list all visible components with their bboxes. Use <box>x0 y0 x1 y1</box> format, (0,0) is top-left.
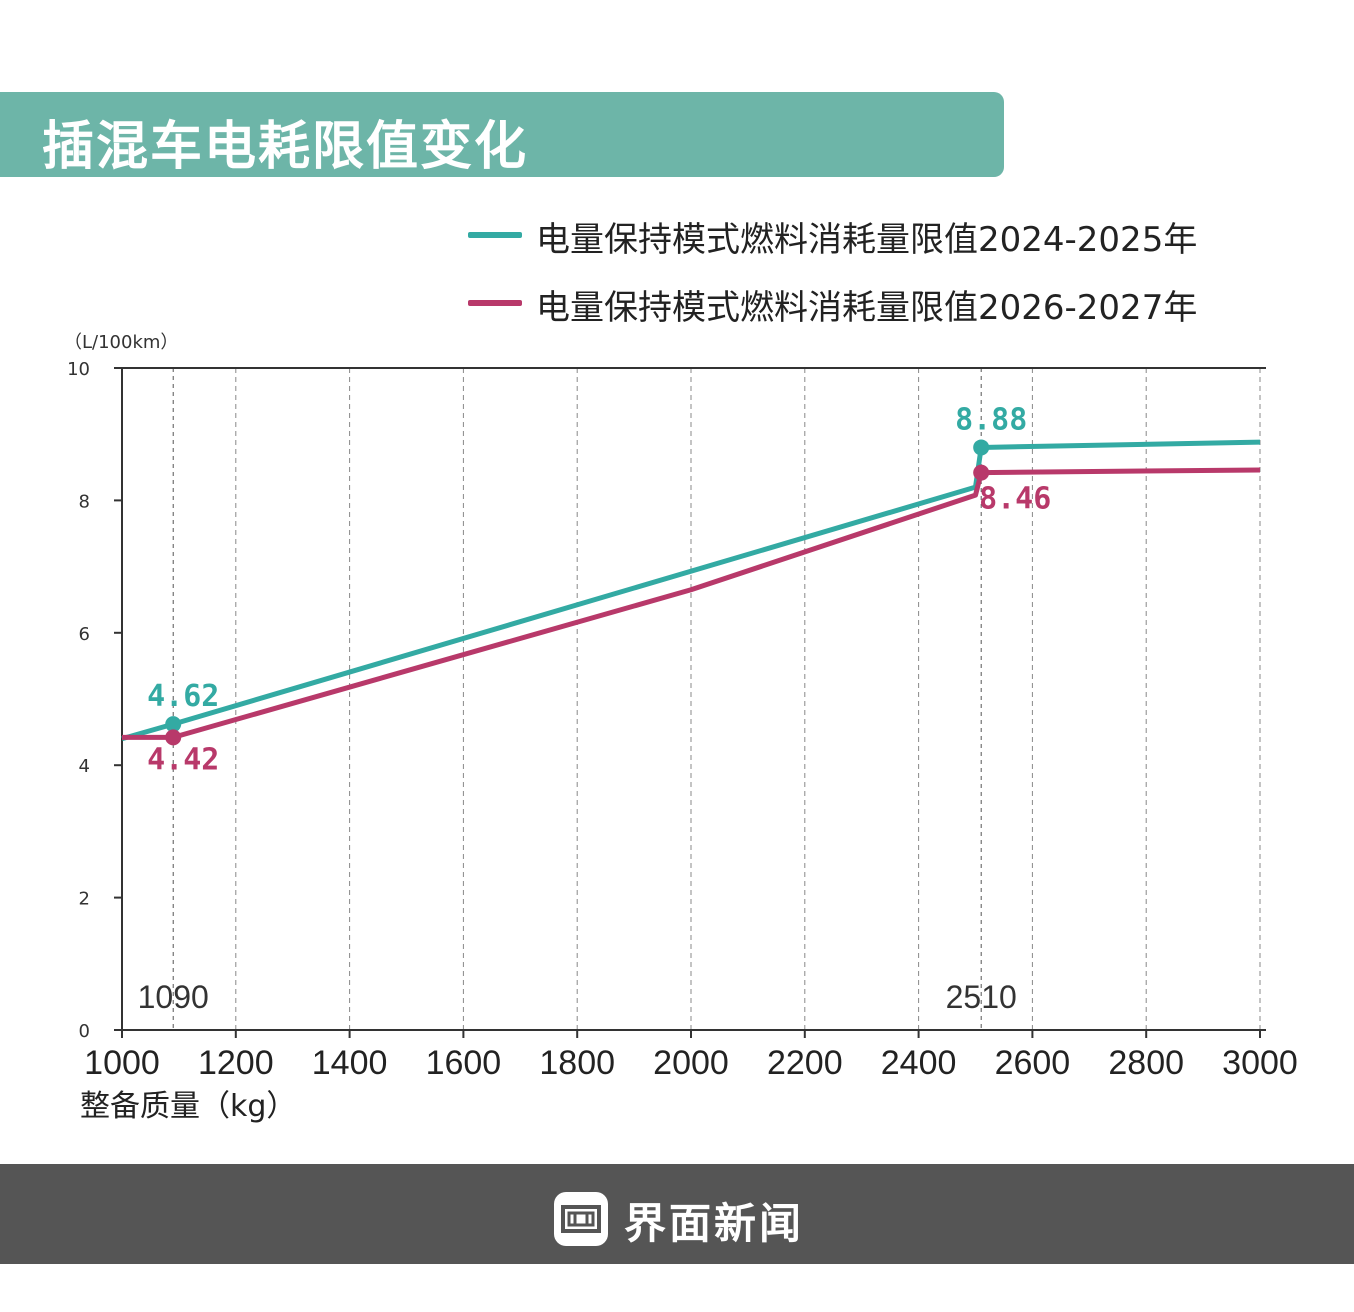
data-point-marker <box>165 729 182 746</box>
legend-item-series-1: 电量保持模式燃料消耗量限值2024-2025年 <box>468 210 1288 278</box>
legend-item-series-2: 电量保持模式燃料消耗量限值2026-2027年 <box>468 278 1288 346</box>
y-tick-label: 0 <box>79 1021 90 1042</box>
data-label: 8.88 <box>955 402 1027 437</box>
y-tick-label: 6 <box>79 624 90 645</box>
y-tick-label: 10 <box>67 359 90 380</box>
x-tick-label: 1600 <box>426 1044 502 1082</box>
legend-swatch-series-1 <box>468 232 522 238</box>
brand-name: 界面新闻 <box>624 1199 805 1248</box>
legend-swatch-series-2 <box>468 300 522 306</box>
data-label: 4.62 <box>147 679 219 714</box>
data-point-marker <box>165 716 182 733</box>
y-tick-label: 2 <box>79 889 90 910</box>
legend-label-series-2: 电量保持模式燃料消耗量限值2026-2027年 <box>536 288 1198 328</box>
x-tick-label: 1200 <box>198 1044 274 1082</box>
line-chart: 1090 2510 0 2 4 6 8 10 （L/100km） 1000 1200 1400 1600… <box>64 332 1298 1124</box>
x-tick-label: 1000 <box>84 1044 160 1082</box>
x-tick-label: 1800 <box>539 1044 615 1082</box>
x-tick-label: 2400 <box>881 1044 957 1082</box>
x-tick-label: 3000 <box>1222 1044 1298 1082</box>
reference-line-label: 2510 <box>946 979 1017 1015</box>
data-label: 8.46 <box>979 482 1051 517</box>
title-banner: 插混车电耗限值变化 <box>0 92 1004 177</box>
legend-label-series-1: 电量保持模式燃料消耗量限值2024-2025年 <box>536 220 1198 260</box>
x-tick-label: 2600 <box>995 1044 1071 1082</box>
data-point-marker <box>973 464 990 481</box>
footer-bar: 界面新闻 <box>0 1164 1354 1264</box>
x-axis-label: 整备质量（kg） <box>80 1089 296 1124</box>
reference-line-label: 1090 <box>138 979 209 1015</box>
x-tick-label: 2000 <box>653 1044 729 1082</box>
data-label: 4.42 <box>147 742 219 777</box>
x-tick-label: 2200 <box>767 1044 843 1082</box>
series-line-2 <box>122 467 1261 740</box>
page-title: 插混车电耗限值变化 <box>42 117 529 177</box>
y-tick-label: 8 <box>79 491 90 512</box>
chart-legend: 电量保持模式燃料消耗量限值2024-2025年 电量保持模式燃料消耗量限值202… <box>468 210 1288 346</box>
jiemian-logo-icon <box>554 1192 608 1246</box>
x-tick-label: 2800 <box>1108 1044 1184 1082</box>
y-tick-label: 4 <box>79 756 90 777</box>
y-axis-label: （L/100km） <box>64 332 178 353</box>
x-tick-label: 1400 <box>312 1044 388 1082</box>
data-point-marker <box>973 439 990 456</box>
